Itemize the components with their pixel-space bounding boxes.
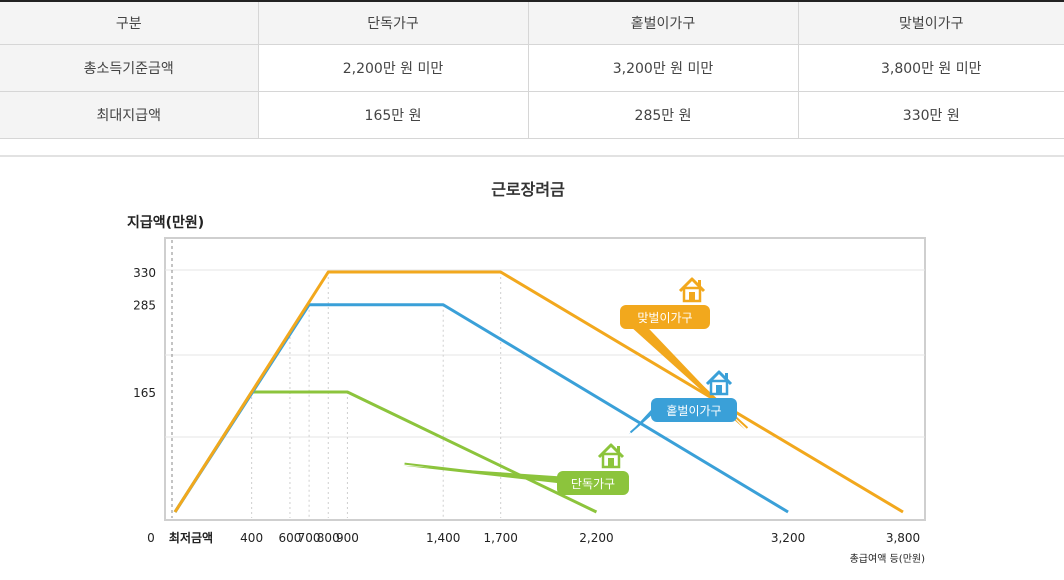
x-tick-label: 3,200: [771, 531, 805, 545]
table-cell: 2,200만 원 미만: [258, 44, 529, 92]
plot-frame: [164, 237, 926, 521]
house-chimney: [617, 446, 620, 452]
x-tick-label: 700: [298, 531, 321, 545]
x-tick-label: 600: [278, 531, 301, 545]
header-cell-single-earner: 홑벌이가구: [528, 1, 799, 45]
table-row: 총소득기준금액 2,200만 원 미만 3,200만 원 미만 3,800만 원…: [0, 44, 1064, 92]
x-origin-label: 0: [147, 531, 155, 545]
table-header-row: 구분 단독가구 홑벌이가구 맞벌이가구: [0, 1, 1064, 45]
series-name-label: 홑벌이가구: [666, 404, 721, 418]
table-cell: 3,200만 원 미만: [528, 44, 799, 92]
house-chimney: [698, 280, 701, 286]
x-tick-label: 1,700: [484, 531, 518, 545]
x-tick-label: 3,800: [886, 531, 920, 545]
x-tick-label: 800: [317, 531, 340, 545]
header-cell-dual-earner: 맞벌이가구: [798, 1, 1064, 45]
series-callout-box: [620, 305, 710, 329]
x-tick-label: 1,400: [426, 531, 460, 545]
callout-pointer-line: [404, 462, 564, 483]
house-door: [608, 458, 614, 467]
table-cell: 3,800만 원 미만: [798, 44, 1064, 92]
x-tick-label: 2,200: [579, 531, 613, 545]
series-name-label: 맞벌이가구: [637, 311, 692, 325]
y-axis-label: 지급액(만원): [127, 214, 204, 231]
series-name-label: 단독가구: [571, 477, 615, 491]
house-chimney: [725, 373, 728, 379]
house-door: [716, 385, 722, 394]
income-table: 구분 단독가구 홑벌이가구 맞벌이가구 총소득기준금액 2,200만 원 미만 …: [0, 0, 1064, 139]
chart-title: 근로장려금: [491, 180, 565, 199]
x-axis-label: 총급여액 등(만원): [850, 553, 925, 565]
table-cell: 330만 원: [798, 91, 1064, 139]
section-divider: [0, 155, 1064, 157]
row-label-income-threshold: 총소득기준금액: [0, 44, 259, 92]
house-door: [689, 292, 695, 301]
row-label-max-payment: 최대지급액: [0, 91, 259, 139]
series-callout-box: [651, 398, 737, 422]
x-min-label: 최저금액: [169, 530, 213, 545]
work-incentive-chart: 근로장려금 지급액(만원) 165 285 330 0 최저금액 400 600700800…: [127, 180, 926, 565]
table-cell: 165만 원: [258, 91, 529, 139]
y-tick-label: 285: [133, 299, 156, 313]
x-tick-label: 400: [240, 531, 263, 545]
house-icon: [678, 277, 706, 303]
x-tick-label: 900: [336, 531, 359, 545]
table-cell: 285만 원: [528, 91, 799, 139]
header-cell-category: 구분: [0, 1, 259, 45]
series-callout-box: [557, 471, 629, 495]
house-icon: [705, 370, 733, 396]
y-tick-label: 165: [133, 386, 156, 400]
header-cell-single: 단독가구: [258, 1, 529, 45]
house-icon: [597, 443, 625, 469]
series-line-0: [173, 270, 904, 514]
y-tick-label: 330: [133, 266, 156, 280]
table-row: 최대지급액 165만 원 285만 원 330만 원: [0, 91, 1064, 139]
